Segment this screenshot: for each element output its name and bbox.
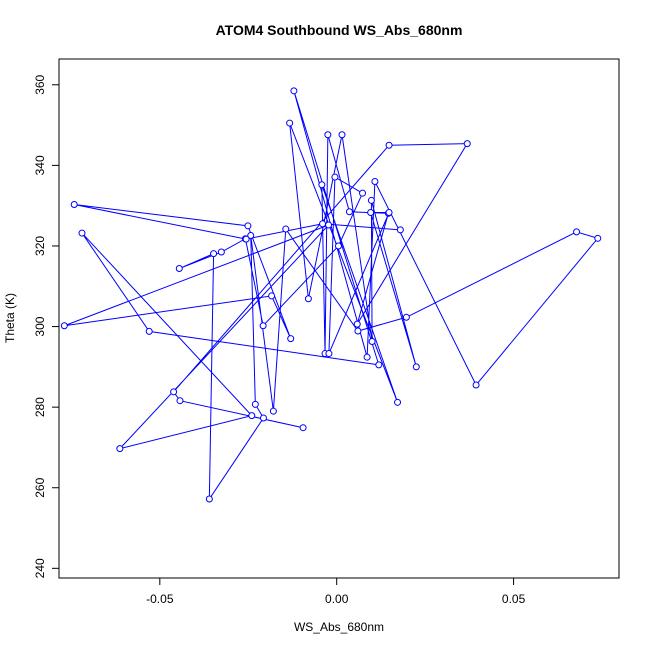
data-point <box>368 337 376 345</box>
y-tick-label: 240 <box>33 558 47 578</box>
y-tick-label: 300 <box>33 316 47 336</box>
data-point <box>385 141 393 149</box>
data-point <box>60 322 68 330</box>
data-point <box>338 131 346 139</box>
data-point <box>242 235 250 243</box>
data-point <box>345 208 353 216</box>
data-point <box>324 131 332 139</box>
y-tick-label: 340 <box>33 155 47 175</box>
x-axis: -0.05 0.00 0.05 <box>146 577 526 606</box>
data-point <box>145 327 153 335</box>
data-point <box>247 231 255 239</box>
data-point <box>371 177 379 185</box>
data-point <box>367 196 375 204</box>
data-point <box>325 221 333 229</box>
data-point <box>268 292 276 300</box>
y-tick-label: 360 <box>33 74 47 94</box>
data-point <box>248 412 256 420</box>
data-point <box>287 335 295 343</box>
data-point <box>319 220 327 228</box>
data-point <box>412 363 420 371</box>
data-point <box>78 229 86 237</box>
y-tick-label: 320 <box>33 236 47 256</box>
data-point <box>353 320 361 328</box>
data-point <box>286 119 294 127</box>
data-point <box>394 398 402 406</box>
data-point <box>318 181 326 189</box>
data-point <box>594 234 602 242</box>
data-point <box>116 445 124 453</box>
series-layer <box>60 87 602 503</box>
data-point <box>359 189 367 197</box>
data-point <box>367 209 375 217</box>
y-tick-label: 280 <box>33 397 47 417</box>
data-point <box>244 222 252 230</box>
data-point <box>396 226 404 234</box>
data-point <box>375 361 383 369</box>
y-axis-label: Theta (K) <box>3 293 17 343</box>
data-point <box>282 225 290 233</box>
plot-box <box>58 58 620 579</box>
y-axis: 240 260 280 300 320 340 360 <box>33 74 60 578</box>
data-point <box>463 140 471 148</box>
data-point <box>176 397 184 405</box>
data-point <box>304 295 312 303</box>
chart-title: ATOM4 Southbound WS_Abs_680nm <box>216 22 463 38</box>
data-point <box>299 424 307 432</box>
data-point <box>175 265 183 273</box>
x-axis-label: WS_Abs_680nm <box>294 620 384 634</box>
data-point <box>354 327 362 335</box>
data-point <box>269 407 277 415</box>
data-point <box>259 322 267 330</box>
x-tick-label: 0.05 <box>502 592 526 606</box>
data-point <box>210 250 218 258</box>
data-point <box>363 353 371 361</box>
data-point <box>402 313 410 321</box>
series-line <box>64 90 599 501</box>
data-point <box>472 381 480 389</box>
data-point <box>251 400 259 408</box>
data-point <box>385 209 393 217</box>
data-point <box>70 200 78 208</box>
data-point <box>334 242 342 250</box>
data-point <box>325 350 333 358</box>
data-point <box>290 87 298 95</box>
data-point <box>573 228 581 236</box>
x-tick-label: -0.05 <box>146 592 174 606</box>
y-tick-label: 260 <box>33 477 47 497</box>
data-point <box>259 414 267 422</box>
data-point <box>205 495 213 503</box>
x-tick-label: 0.00 <box>325 592 349 606</box>
data-point <box>217 248 225 256</box>
data-point <box>170 388 178 396</box>
data-point <box>331 173 339 181</box>
